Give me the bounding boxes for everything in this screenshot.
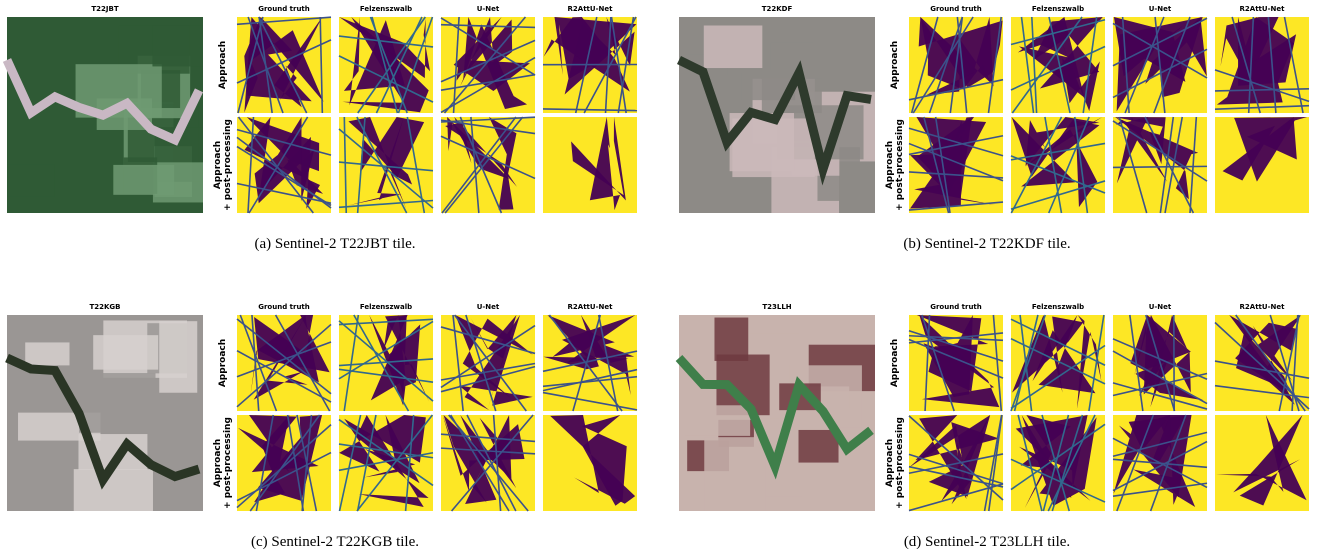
panel: T23LLH Ground truth Felzenszwalb U-Net R2Att… xyxy=(679,303,1309,550)
column-title: R2AttU-Net xyxy=(568,5,614,13)
panel: T22JBT Ground truth Felzenszwalb U-Net R2Att… xyxy=(7,5,637,252)
segmentation-map xyxy=(339,415,433,511)
segmentation-map xyxy=(339,315,433,411)
column-title: R2AttU-Net xyxy=(1240,5,1286,13)
column-title: Ground truth xyxy=(258,303,310,311)
segmentation-map xyxy=(1011,17,1105,113)
column-title: Ground truth xyxy=(930,303,982,311)
field xyxy=(714,318,748,361)
segmentation-map xyxy=(1215,17,1309,113)
row-label: Approach xyxy=(885,439,895,487)
segmentation-map xyxy=(441,315,535,411)
segmentation-map xyxy=(237,17,331,113)
row-label: Approach xyxy=(213,439,223,487)
segmentation-map xyxy=(441,17,535,113)
segmentation-map xyxy=(237,415,331,511)
satellite-image xyxy=(679,17,875,213)
column-title: R2AttU-Net xyxy=(1240,303,1286,311)
segmentation-map xyxy=(909,117,1003,213)
column-title: U-Net xyxy=(1149,303,1172,311)
caption: (d) Sentinel-2 T23LLH tile. xyxy=(904,534,1070,550)
caption: (a) Sentinel-2 T22JBT tile. xyxy=(254,236,415,252)
field xyxy=(7,164,54,197)
segmentation-map xyxy=(1113,117,1207,213)
segmentation-map xyxy=(1011,315,1105,411)
field xyxy=(704,437,766,511)
row-label: Approach xyxy=(213,141,223,189)
field xyxy=(770,43,813,70)
tile-title: T22KDF xyxy=(762,5,793,13)
tile-title: T22JBT xyxy=(91,5,118,13)
column-title: R2AttU-Net xyxy=(568,303,614,311)
satellite-image xyxy=(7,315,203,511)
column-title: Felzenszwalb xyxy=(360,5,412,13)
tile-title: T23LLH xyxy=(762,303,791,311)
column-title: U-Net xyxy=(477,5,500,13)
row-label: + post-processing xyxy=(223,417,233,509)
segmentation-map xyxy=(1215,315,1309,411)
panel: T22KDF Ground truth Felzenszwalb U-Net R2Att… xyxy=(679,5,1309,252)
row-label: + post-processing xyxy=(895,417,905,509)
segmentation-map xyxy=(1215,415,1309,511)
segmentation-map xyxy=(543,315,637,411)
panel: T22KGB Ground truth Felzenszwalb U-Net R2Att… xyxy=(7,303,637,550)
segmentation-map xyxy=(441,117,535,213)
segmentation-map xyxy=(1215,117,1309,213)
row-label: + post-processing xyxy=(223,119,233,211)
row-label: Approach xyxy=(218,41,228,89)
column-title: Felzenszwalb xyxy=(360,303,412,311)
field xyxy=(25,342,69,365)
field xyxy=(685,405,751,436)
satellite-image xyxy=(679,315,875,511)
segmentation-map xyxy=(1011,117,1105,213)
segmentation-map xyxy=(441,415,535,511)
field xyxy=(798,430,838,463)
segmentation-map xyxy=(1011,415,1105,511)
segmentation-map xyxy=(237,117,331,213)
field xyxy=(704,25,763,68)
segmentation-map xyxy=(1113,415,1207,511)
segmentation-map xyxy=(543,117,637,213)
row-label: + post-processing xyxy=(895,119,905,211)
segmentation-map xyxy=(339,117,433,213)
field xyxy=(152,26,203,67)
field xyxy=(159,321,197,393)
boundary xyxy=(1113,166,1207,167)
segmentation-map xyxy=(1113,17,1207,113)
tile-title: T22KGB xyxy=(89,303,120,311)
caption: (b) Sentinel-2 T22KDF tile. xyxy=(903,236,1070,252)
segmentation-map xyxy=(909,415,1003,511)
field xyxy=(74,469,153,511)
segmentation-map xyxy=(543,415,637,511)
field xyxy=(113,165,174,195)
segmentation-map xyxy=(339,17,433,113)
segmentation-map xyxy=(909,17,1003,113)
segmentation-map xyxy=(1113,315,1207,411)
column-title: Felzenszwalb xyxy=(1032,303,1084,311)
row-label: Approach xyxy=(890,339,900,387)
caption: (c) Sentinel-2 T22KGB tile. xyxy=(251,534,419,550)
column-title: Felzenszwalb xyxy=(1032,5,1084,13)
segmentation-map xyxy=(543,17,637,113)
row-label: Approach xyxy=(218,339,228,387)
segmentation-map xyxy=(909,315,1003,411)
field xyxy=(93,335,158,369)
row-label: Approach xyxy=(885,141,895,189)
figure: T22JBT Ground truth Felzenszwalb U-Net R2Att… xyxy=(0,0,1320,558)
satellite-image xyxy=(7,17,203,213)
column-title: U-Net xyxy=(477,303,500,311)
segmentation-map xyxy=(237,315,331,411)
column-title: U-Net xyxy=(1149,5,1172,13)
column-title: Ground truth xyxy=(930,5,982,13)
row-label: Approach xyxy=(890,41,900,89)
column-title: Ground truth xyxy=(258,5,310,13)
